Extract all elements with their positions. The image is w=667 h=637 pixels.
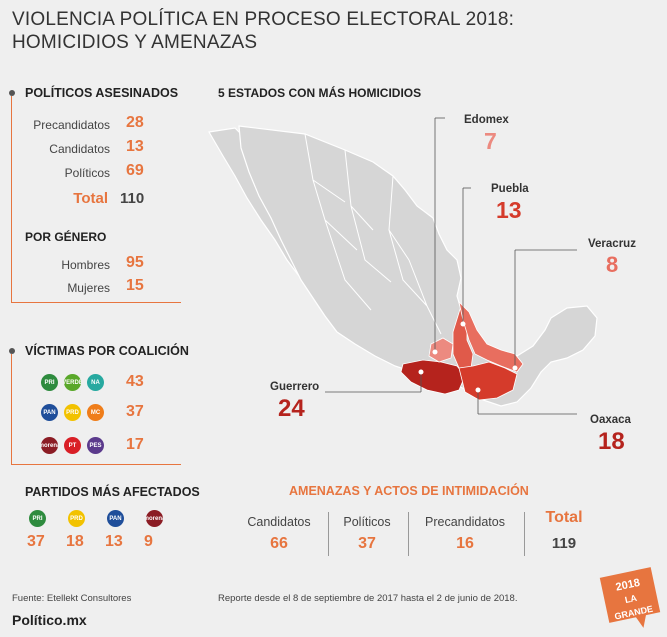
oaxaca-region [458, 361, 518, 401]
asesinados-label-precandidatos: Precandidatos [33, 118, 110, 132]
genero-value-mujeres: 15 [126, 277, 144, 294]
coalicion-value: 17 [126, 436, 144, 453]
amenazas-value-politicos: 37 [358, 535, 376, 552]
amenazas-total-value: 119 [551, 535, 577, 552]
footer-report: Reporte desde el 8 de septiembre de 2017… [218, 593, 518, 604]
amenazas-title: AMENAZAS Y ACTOS DE INTIMIDACIÓN [289, 484, 529, 498]
asesinados-title: POLÍTICOS ASESINADOS [25, 86, 179, 100]
asesinados-value-politicos: 69 [126, 162, 144, 179]
badge-pointer [634, 612, 650, 630]
pan-logo: PAN [107, 510, 124, 527]
genero-title: POR GÉNERO [25, 230, 107, 244]
partido-value: 37 [27, 533, 45, 550]
asesinados-value-precandidatos: 28 [126, 114, 144, 131]
state-name-veracruz: Veracruz [588, 238, 636, 250]
section-line [11, 354, 12, 464]
amenazas-separator [408, 512, 409, 556]
state-value-edomex: 7 [484, 128, 497, 154]
asesinados-total-value: 110 [120, 190, 145, 207]
partido-value: 9 [144, 533, 153, 550]
amenazas-label-candidatos: Candidatos [247, 515, 311, 529]
genero-value-hombres: 95 [126, 254, 144, 271]
pt-logo: PT [64, 437, 81, 454]
morena-logo: morena [41, 437, 58, 454]
partido-value: 13 [105, 533, 123, 550]
state-value-guerrero: 24 [278, 395, 305, 422]
pan-logo: PAN [41, 404, 58, 421]
prd-logo: PRD [64, 404, 81, 421]
pes-logo: PES [87, 437, 104, 454]
state-name-guerrero: Guerrero [270, 381, 320, 393]
morena-logo: morena [146, 510, 163, 527]
la-grande-badge: 2018 LA GRANDE [599, 567, 661, 623]
state-name-edomex: Edomex [464, 114, 509, 126]
pri-logo: PRI [29, 510, 46, 527]
section-line-bottom [11, 464, 181, 465]
title-line-2: HOMICIDIOS Y AMENAZAS [12, 32, 258, 53]
mexico-map [208, 117, 598, 415]
brand-logo[interactable]: Político.mx [12, 612, 87, 628]
coalicion-title: VÍCTIMAS POR COALICIÓN [25, 344, 189, 358]
amenazas-label-precandidatos: Precandidatos [425, 515, 505, 529]
pri-logo: PRI [41, 374, 58, 391]
page-title: VIOLENCIA POLÍTICA EN PROCESO ELECTORAL … [12, 8, 514, 54]
amenazas-total-label: Total [545, 509, 583, 526]
amenazas-value-precandidatos: 16 [456, 535, 474, 552]
title-line-1: VIOLENCIA POLÍTICA EN PROCESO ELECTORAL … [12, 9, 515, 30]
mc-logo: MC [87, 404, 104, 421]
pvem-logo: VERDE [64, 374, 81, 391]
asesinados-label-candidatos: Candidatos [49, 142, 110, 156]
state-value-oaxaca: 18 [598, 428, 625, 455]
asesinados-value-candidatos: 13 [126, 138, 144, 155]
amenazas-value-candidatos: 66 [270, 535, 288, 552]
state-value-veracruz: 8 [606, 252, 619, 277]
asesinados-label-politicos: Políticos [64, 166, 110, 180]
footer-source: Fuente: Etellekt Consultores [12, 593, 132, 604]
amenazas-separator [524, 512, 525, 556]
partido-value: 18 [66, 533, 84, 550]
veracruz-region [458, 300, 524, 373]
coalicion-value: 43 [126, 373, 144, 390]
section-bullet [9, 90, 15, 96]
mexico-mainland-region [238, 125, 598, 407]
genero-label-mujeres: Mujeres [67, 281, 110, 295]
guerrero-region [400, 359, 466, 395]
coalicion-value: 37 [126, 403, 144, 420]
partidos-title: PARTIDOS MÁS AFECTADOS [25, 485, 200, 499]
section-line [11, 96, 12, 302]
section-line-bottom [11, 302, 181, 303]
section-bullet [9, 348, 15, 354]
genero-label-hombres: Hombres [61, 258, 110, 272]
state-name-puebla: Puebla [491, 183, 529, 195]
amenazas-separator [328, 512, 329, 556]
mapa-title: 5 ESTADOS CON MÁS HOMICIDIOS [218, 86, 422, 100]
asesinados-total-label: Total [73, 190, 108, 207]
prd-logo: PRD [68, 510, 85, 527]
state-value-puebla: 13 [496, 197, 522, 223]
state-name-oaxaca: Oaxaca [590, 414, 631, 426]
panal-logo: NA [87, 374, 104, 391]
amenazas-label-politicos: Políticos [343, 515, 391, 529]
